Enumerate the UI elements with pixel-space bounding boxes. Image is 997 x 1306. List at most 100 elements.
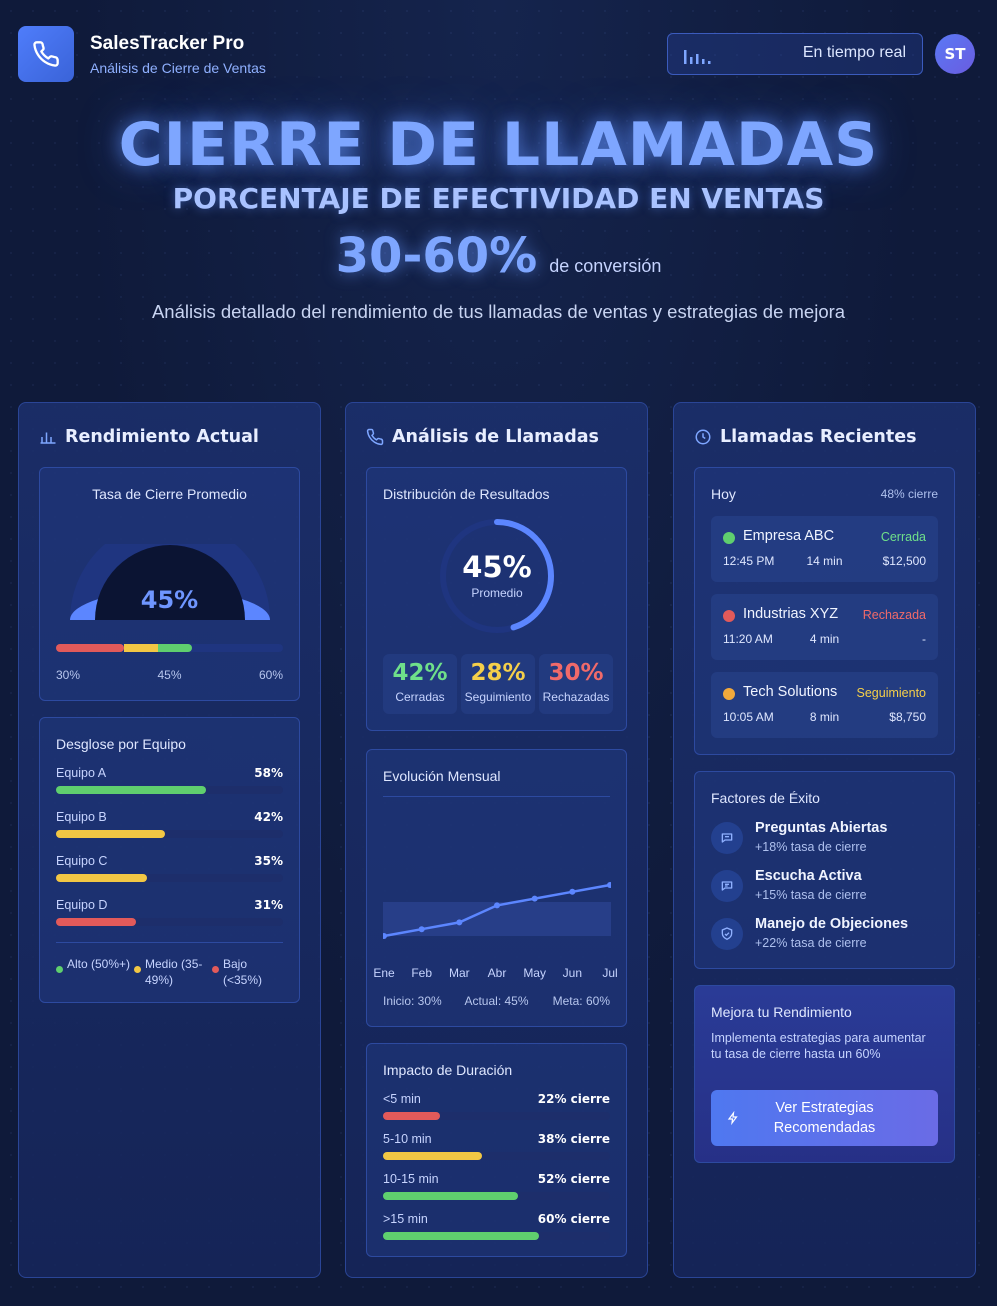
- monthly-title: Evolución Mensual: [383, 768, 501, 784]
- message-icon: [711, 870, 743, 902]
- donut-center-value: 45%: [462, 550, 532, 584]
- performance-panel: Rendimiento Actual Tasa de Cierre Promed…: [18, 402, 321, 1278]
- avatar[interactable]: ST: [935, 34, 975, 74]
- team-value: 42%: [254, 810, 283, 824]
- recent-call-item[interactable]: Tech Solutions Seguimiento 10:05 AM 8 min $8…: [711, 672, 938, 738]
- scale-max: 60%: [258, 668, 283, 682]
- team-track: [56, 918, 283, 926]
- recent-call-item[interactable]: Empresa ABC Cerrada 12:45 PM 14 min $12,500: [711, 516, 938, 582]
- recent-call-item[interactable]: Industrias XYZ Rechazada 11:20 AM 4 min -: [711, 594, 938, 660]
- today-label: Hoy: [711, 486, 736, 502]
- improve-text: Implementa estrategias para aumentar tu …: [711, 1031, 926, 1061]
- shield-icon: [711, 918, 743, 950]
- donut-progress-arc: [440, 519, 554, 633]
- distribution-title: Distribución de Resultados: [383, 486, 550, 502]
- success-factor: Escucha Activa +15% tasa de cierre: [711, 868, 944, 908]
- dist-stat: 28% Seguimiento: [461, 654, 535, 714]
- month-label: Feb: [411, 966, 432, 980]
- call-time: 10:05 AM: [723, 710, 774, 724]
- dist-stat: 42% Cerradas: [383, 654, 457, 714]
- recent-calls-title: Llamadas Recientes: [720, 427, 917, 447]
- call-amount: -: [922, 632, 926, 646]
- call-amount: $8,750: [889, 710, 926, 724]
- improve-title: Mejora tu Rendimiento: [711, 1004, 852, 1020]
- success-factors-title: Factores de Éxito: [711, 790, 820, 806]
- team-value: 35%: [254, 854, 283, 868]
- data-point: [607, 882, 611, 888]
- dist-stat-value: 28%: [470, 660, 526, 686]
- team-value: 58%: [254, 766, 283, 780]
- call-duration: 4 min: [809, 632, 840, 646]
- app-header: SalesTracker Pro Análisis de Cierre de V…: [18, 26, 975, 84]
- gauge-title: Tasa de Cierre Promedio: [92, 486, 247, 502]
- recent-calls-panel: Llamadas Recientes Hoy 48% cierre Empres…: [673, 402, 976, 1278]
- call-analysis-panel: Análisis de Llamadas Distribución de Res…: [345, 402, 648, 1278]
- team-track: [56, 874, 283, 882]
- conversion-range: 30-60% de conversión: [0, 228, 997, 284]
- gauge-value: 45%: [140, 586, 199, 614]
- scale-min: 30%: [56, 668, 81, 682]
- team-fill: [56, 830, 165, 838]
- team-track: [56, 830, 283, 838]
- team-name: Equipo B: [56, 810, 107, 824]
- monthly-line-chart: [383, 882, 611, 939]
- call-amount: $12,500: [882, 554, 926, 568]
- duration-card: Impacto de Duración <5 min 22% cierre 5-10…: [366, 1043, 627, 1257]
- distribution-card: Distribución de Resultados 45% Promedio …: [366, 467, 627, 731]
- duration-fill: [383, 1152, 482, 1160]
- call-status: Seguimiento: [856, 686, 927, 700]
- performance-heading: Rendimiento Actual: [39, 427, 259, 447]
- legend-dot: [134, 966, 141, 973]
- month-label: May: [523, 966, 546, 980]
- call-time: 12:45 PM: [723, 554, 775, 568]
- legend-label: Alto (50%+): [67, 957, 131, 971]
- monthly-current: Actual: 45%: [464, 994, 529, 1008]
- legend-label: Bajo (<35%): [223, 957, 263, 987]
- duration-value: 22% cierre: [537, 1092, 610, 1106]
- today-card: Hoy 48% cierre Empresa ABC Cerrada 12:45 P…: [694, 467, 955, 755]
- call-status: Cerrada: [880, 530, 926, 544]
- duration-value: 38% cierre: [537, 1132, 610, 1146]
- phone-logo-icon[interactable]: [18, 26, 74, 82]
- distribution-donut: [440, 519, 554, 633]
- duration-value: 60% cierre: [537, 1212, 610, 1226]
- duration-value: 52% cierre: [537, 1172, 610, 1186]
- lightning-icon: [727, 1111, 738, 1125]
- monthly-goal: Meta: 60%: [552, 994, 610, 1008]
- view-strategies-button[interactable]: Ver Estrategias Recomendadas: [711, 1090, 938, 1146]
- dist-stat: 30% Rechazadas: [539, 654, 613, 714]
- call-duration: 14 min: [806, 554, 843, 568]
- call-duration: 8 min: [809, 710, 840, 724]
- app-subtitle: Análisis de Cierre de Ventas: [90, 60, 266, 76]
- call-status-dot: [723, 532, 735, 544]
- improve-card: Mejora tu Rendimiento Implementa estrate…: [694, 985, 955, 1163]
- success-factor-title: Preguntas Abiertas: [755, 820, 888, 836]
- team-fill: [56, 918, 137, 926]
- team-name: Equipo C: [56, 854, 108, 868]
- conversion-label: de conversión: [549, 256, 662, 276]
- call-analysis-heading: Análisis de Llamadas: [366, 427, 599, 447]
- scale-segment-low: [56, 644, 125, 652]
- duration-track: [383, 1192, 610, 1200]
- duration-track: [383, 1232, 610, 1240]
- call-analysis-title: Análisis de Llamadas: [392, 427, 599, 447]
- team-breakdown-card: Desglose por Equipo Equipo A 58% Equipo B 4…: [39, 717, 300, 1003]
- call-company: Tech Solutions: [743, 684, 838, 700]
- month-label: Mar: [448, 966, 470, 980]
- scale-segment-mid: [124, 644, 159, 652]
- duration-track: [383, 1112, 610, 1120]
- realtime-indicator[interactable]: En tiempo real: [667, 33, 923, 75]
- call-company: Industrias XYZ: [743, 606, 839, 622]
- success-factors-card: Factores de Éxito Preguntas Abiertas +18%…: [694, 771, 955, 969]
- team-value: 31%: [254, 898, 283, 912]
- page-subtitle: PORCENTAJE DE EFECTIVIDAD EN VENTAS: [172, 182, 825, 215]
- page-description: Análisis detallado del rendimiento de tu…: [151, 301, 846, 322]
- call-status: Rechazada: [862, 608, 926, 622]
- success-factor-sub: +18% tasa de cierre: [755, 840, 867, 854]
- signal-bars-icon: [684, 50, 711, 64]
- success-factor-sub: +22% tasa de cierre: [755, 936, 867, 950]
- app-title: SalesTracker Pro: [90, 33, 245, 54]
- dist-stat-value: 30%: [548, 660, 604, 686]
- performance-title: Rendimiento Actual: [65, 427, 259, 447]
- bar-chart-icon: [40, 432, 56, 444]
